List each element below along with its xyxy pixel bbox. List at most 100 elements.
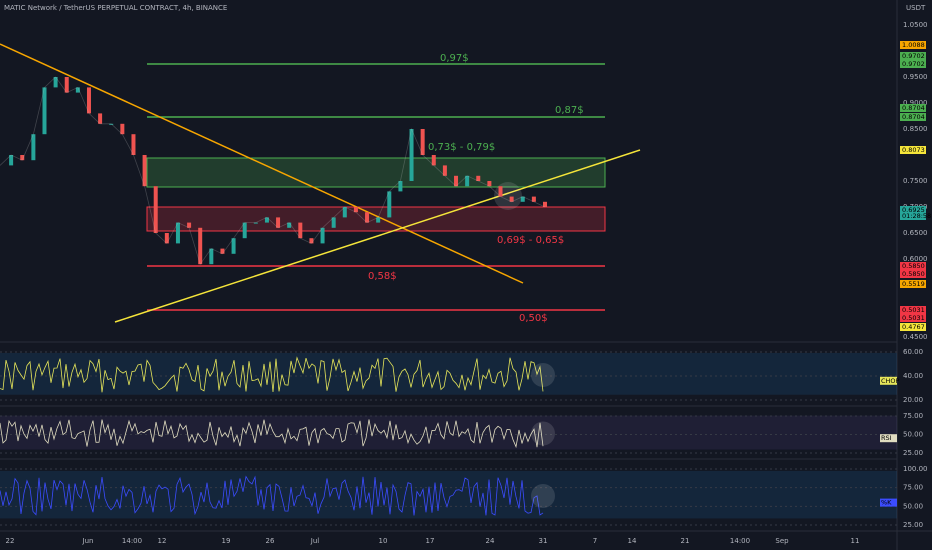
time-tick: 7 bbox=[593, 537, 597, 545]
price-tag bbox=[900, 41, 926, 49]
candle bbox=[431, 155, 436, 166]
indicator-tick: 40.00 bbox=[903, 372, 923, 380]
indicator-line bbox=[0, 475, 544, 516]
candle bbox=[86, 87, 91, 114]
candle bbox=[98, 113, 103, 124]
price-tick: 0.9500 bbox=[903, 73, 928, 81]
candle bbox=[543, 201, 547, 207]
indicator-tick: 60.00 bbox=[903, 348, 923, 356]
price-tag-text: 0.5031 bbox=[902, 314, 925, 322]
indicator-name: %K bbox=[881, 499, 892, 507]
indicator-tick: 50.00 bbox=[903, 502, 923, 510]
time-tick: 24 bbox=[486, 537, 495, 545]
candle bbox=[109, 123, 114, 125]
price-tag-text: 0.8704 bbox=[902, 104, 925, 112]
price-tick: 0.6500 bbox=[903, 229, 928, 237]
time-tick: 14:00 bbox=[122, 537, 142, 545]
time-tick: 12 bbox=[158, 537, 167, 545]
candle bbox=[520, 196, 525, 202]
time-tick: Sep bbox=[775, 537, 789, 545]
highlight bbox=[531, 421, 555, 446]
indicator-name: CHOP bbox=[881, 377, 900, 385]
level-label: 0,50$ bbox=[519, 313, 548, 324]
time-tick: Jun bbox=[82, 537, 94, 545]
indicator-tick: 75.00 bbox=[903, 412, 923, 420]
indicator-tag bbox=[880, 498, 897, 507]
price-tag-text: 0.5519 bbox=[902, 280, 925, 288]
candle bbox=[53, 77, 58, 88]
price-tag bbox=[900, 206, 926, 214]
price-tag-text: 1.0088 bbox=[902, 41, 925, 49]
candle bbox=[420, 129, 425, 155]
price-tag bbox=[900, 60, 926, 68]
candle bbox=[287, 222, 292, 228]
price-tag bbox=[900, 280, 926, 288]
price-tick: 0.8500 bbox=[903, 125, 928, 133]
support-zone bbox=[146, 206, 606, 232]
indicator-tag bbox=[880, 376, 897, 385]
indicator-band bbox=[0, 352, 897, 395]
candle bbox=[276, 217, 281, 228]
price-tick: 0.9000 bbox=[903, 99, 928, 107]
candle bbox=[131, 134, 136, 155]
candle bbox=[309, 238, 314, 244]
indicator-tick: 20.00 bbox=[903, 396, 923, 404]
candle bbox=[353, 207, 358, 213]
candle bbox=[476, 175, 481, 181]
candle bbox=[198, 227, 203, 265]
price-tag bbox=[900, 314, 926, 322]
price-tag-text: 0.5850 bbox=[902, 270, 925, 278]
indicator-line bbox=[0, 356, 544, 393]
highlight bbox=[494, 182, 522, 210]
time-tick: 21 bbox=[681, 537, 690, 545]
candle bbox=[253, 222, 258, 224]
candle bbox=[264, 217, 269, 223]
price-tag-text: 0.5031 bbox=[902, 306, 925, 314]
indicator-band bbox=[0, 415, 897, 450]
highlight bbox=[531, 484, 555, 508]
candle bbox=[298, 222, 303, 239]
candle bbox=[242, 222, 247, 239]
time-tick: 10 bbox=[379, 537, 388, 545]
indicator-tick: 25.00 bbox=[903, 521, 923, 529]
candle bbox=[220, 248, 225, 254]
candle bbox=[42, 87, 47, 135]
time-tick: 31 bbox=[539, 537, 548, 545]
trendline bbox=[0, 43, 524, 284]
indicator-band bbox=[0, 470, 897, 519]
candle bbox=[231, 238, 236, 254]
candle bbox=[442, 165, 447, 176]
candle bbox=[454, 175, 459, 187]
resistance-zone bbox=[146, 157, 606, 188]
indicator-tick: 50.00 bbox=[903, 431, 923, 439]
price-tag-text: 0.4767 bbox=[902, 323, 925, 331]
candle bbox=[64, 77, 69, 93]
candle bbox=[465, 175, 470, 187]
price-tag-text: 0.8073 bbox=[902, 146, 925, 154]
price-tag-text: 0.9702 bbox=[902, 60, 925, 68]
level-label: 0,58$ bbox=[368, 271, 397, 282]
indicator-line bbox=[0, 419, 544, 449]
time-tick: 14 bbox=[628, 537, 637, 545]
candle bbox=[164, 233, 169, 244]
candle bbox=[120, 123, 125, 135]
price-tag bbox=[900, 146, 926, 154]
level-label: 0,87$ bbox=[555, 105, 584, 116]
candle bbox=[320, 227, 325, 244]
candle bbox=[331, 217, 336, 228]
currency: USDT bbox=[906, 4, 926, 12]
time-tick: 26 bbox=[266, 537, 275, 545]
indicator-name: RSI bbox=[881, 434, 892, 442]
price-tag-text: 0.9702 bbox=[902, 52, 925, 60]
price-tag-text: 0.5850 bbox=[902, 262, 925, 270]
time-tick: 19 bbox=[222, 537, 231, 545]
highlight bbox=[531, 363, 555, 387]
price-tag bbox=[900, 212, 926, 220]
candle bbox=[187, 222, 192, 228]
level-label: 0,73$ - 0,79$ bbox=[428, 142, 495, 153]
candle bbox=[387, 191, 392, 218]
price-tag bbox=[900, 113, 926, 121]
price-tick: 0.4500 bbox=[903, 333, 928, 341]
